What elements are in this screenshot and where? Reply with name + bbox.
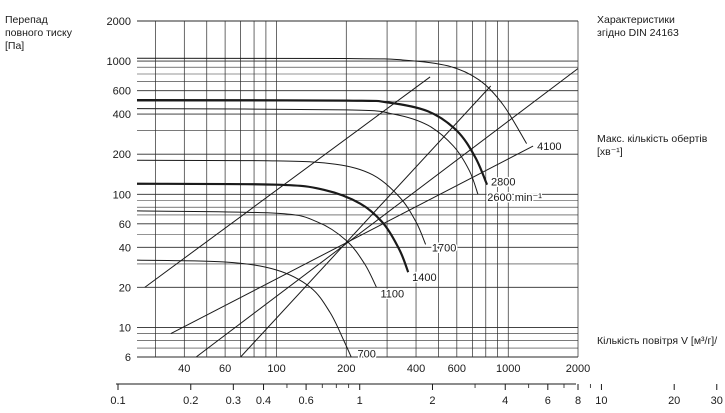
y-tick-label: 200: [113, 149, 131, 161]
curve-label: 1700: [432, 242, 456, 254]
curve-labels: 4100 2800 2600 min⁻¹ 1700 1400 1100 700: [356, 140, 563, 362]
curve-label: 1100: [380, 288, 404, 300]
flow-title: Кількість повітря V [м³/г]/: [597, 335, 718, 347]
curve-label: 1400: [412, 272, 436, 284]
rpm-title: Макс. кількість обертів [хв⁻¹]: [597, 133, 708, 158]
x-tick-label-top: 100: [267, 363, 285, 375]
x-tick-label-top: 40: [178, 363, 190, 375]
fan-curve: [136, 108, 479, 195]
x-tick-label-bottom: 0.3: [226, 395, 241, 407]
fan-curve: [136, 159, 427, 245]
x-tick-label-top: 400: [407, 363, 425, 375]
x-tick-label-bottom: 8: [575, 395, 581, 407]
x-tick-label-bottom: 6: [545, 395, 551, 407]
y-tick-label: 10: [119, 322, 131, 334]
fan-curve: [136, 182, 410, 273]
x-tick-label-bottom: 20: [668, 395, 680, 407]
x-tick-label-bottom: 10: [595, 395, 607, 407]
x-tick-label-top: 2000: [566, 363, 590, 375]
x-tick-label-bottom: 2: [429, 395, 435, 407]
curve-label: 4100: [537, 141, 561, 153]
y-tick-label: 400: [113, 109, 131, 121]
x-tick-label-bottom: 0.6: [298, 395, 313, 407]
fan-curve: [136, 98, 489, 186]
curve-label: 700: [358, 348, 376, 360]
system-line: [240, 85, 492, 357]
fan-curve: [136, 259, 352, 358]
fan-curve: [136, 57, 528, 144]
x-tick-label-bottom: 0.1: [110, 395, 125, 407]
x-tick-label-top: 600: [448, 363, 466, 375]
grid: [137, 20, 579, 358]
x-tick-label-top: 1000: [496, 363, 520, 375]
curve-label: 2800: [491, 176, 515, 188]
system-line: [195, 68, 578, 357]
y-tick-label: 60: [119, 219, 131, 231]
curves-title: Характеристики згідно DIN 24163: [597, 14, 679, 39]
fan-curve: [136, 210, 377, 288]
x-tick-label-bottom: 0.2: [183, 395, 198, 407]
y-tick-label: 1000: [107, 56, 131, 68]
y-tick-label: 100: [113, 189, 131, 201]
y-tick-label: 20: [119, 282, 131, 294]
x-tick-label-bottom: 30: [711, 395, 723, 407]
x-tick-label-top: 200: [337, 363, 355, 375]
y-axis-title: Перепад повного тиску [Па]: [5, 14, 72, 52]
y-tick-label: 600: [113, 86, 131, 98]
x-tick-label-bottom: 0.4: [256, 395, 271, 407]
curve-label: 2600 min⁻¹: [487, 192, 542, 204]
x-tick-label-bottom: 1: [357, 395, 363, 407]
y-tick-label: 6: [125, 352, 131, 364]
system-lines: [144, 68, 578, 357]
y-tick-label: 40: [119, 242, 131, 254]
x-tick-label-bottom: 4: [502, 395, 508, 407]
x-tick-label-top: 60: [219, 363, 231, 375]
y-tick-label: 2000: [107, 16, 131, 28]
fan-curves: [136, 57, 528, 358]
